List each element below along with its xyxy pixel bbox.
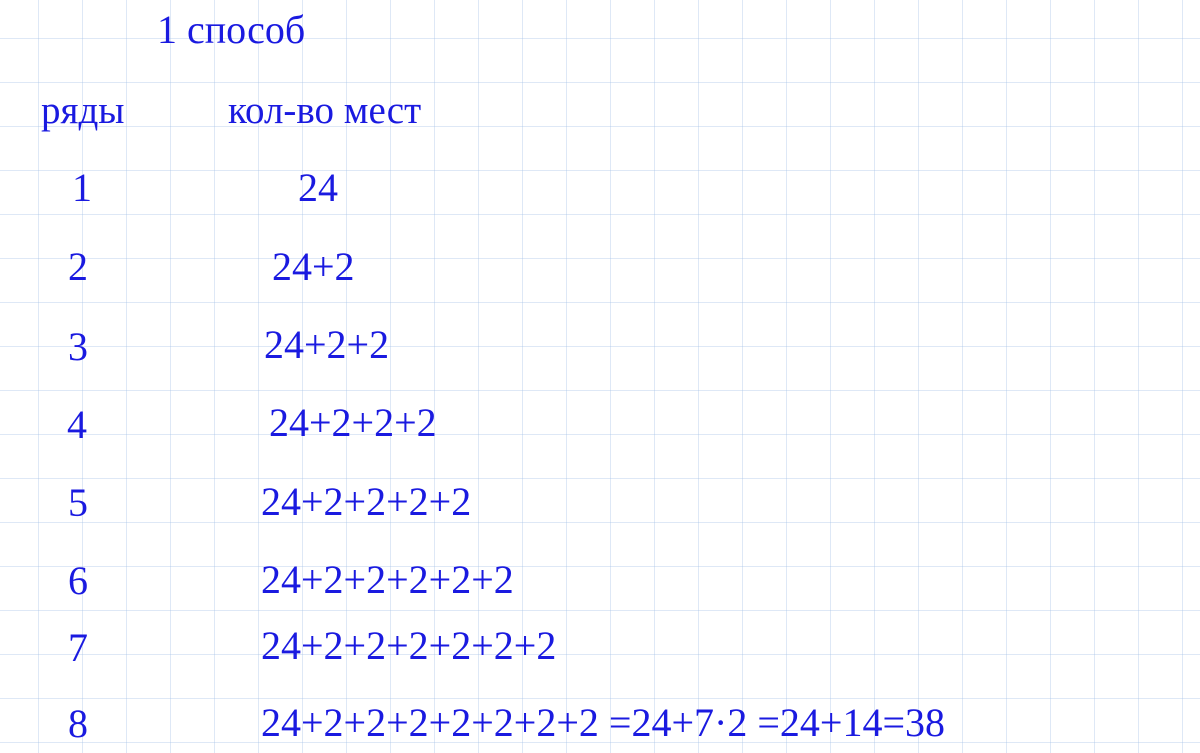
row-number: 6 — [68, 557, 88, 604]
row-number: 8 — [68, 700, 88, 747]
row-number: 2 — [68, 243, 88, 290]
row-expression: 24+2+2 — [264, 321, 389, 368]
row-expression: 24+2+2+2+2+2+2+2 =24+7·2 =24+14=38 — [261, 699, 945, 746]
row-expression: 24+2 — [272, 243, 355, 290]
row-number: 3 — [68, 323, 88, 370]
row-expression: 24 — [298, 164, 338, 211]
row-number: 5 — [68, 479, 88, 526]
row-number: 4 — [67, 401, 87, 448]
column-header-seats: кол-во мест — [228, 88, 421, 133]
row-number: 1 — [72, 164, 92, 211]
row-expression: 24+2+2+2+2 — [261, 478, 471, 525]
row-expression: 24+2+2+2+2+2 — [261, 556, 514, 603]
column-header-rows: ряды — [41, 88, 124, 133]
worksheet-content: 1 способ ряды кол-во мест 1 24 2 24+2 3 … — [0, 0, 1200, 753]
row-number: 7 — [68, 624, 88, 671]
row-expression: 24+2+2+2 — [269, 399, 437, 446]
method-title: 1 способ — [157, 6, 305, 53]
row-expression: 24+2+2+2+2+2+2 — [261, 622, 556, 669]
